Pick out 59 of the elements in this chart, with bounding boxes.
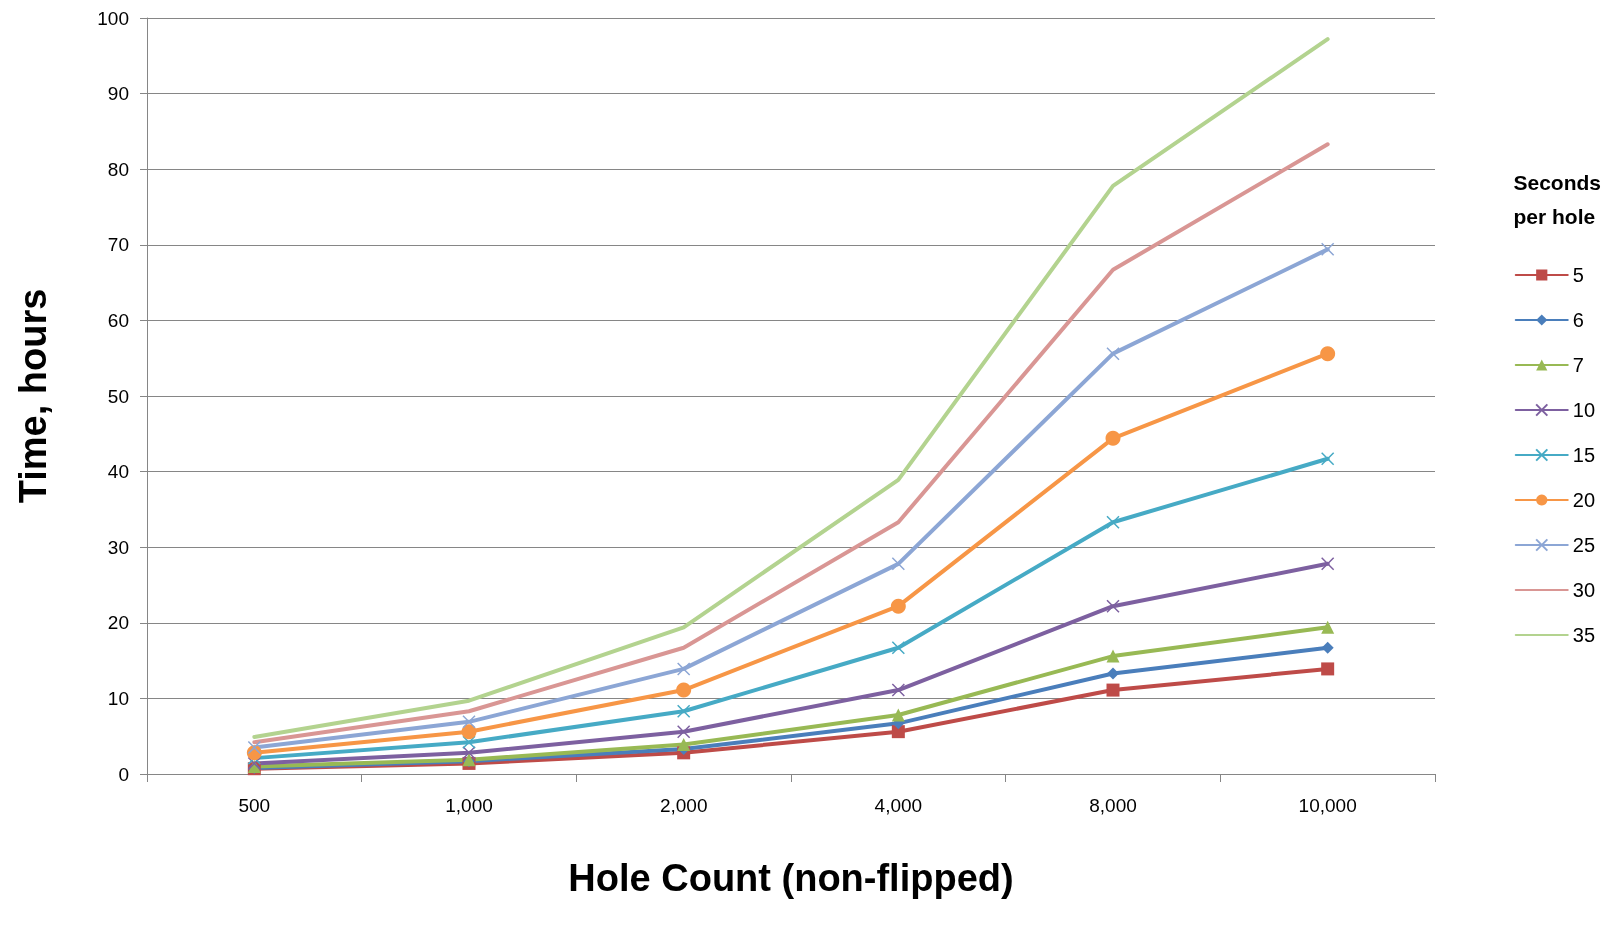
legend-label: 15 [1572, 444, 1595, 466]
point [891, 708, 905, 722]
point [1320, 242, 1335, 257]
point [676, 662, 691, 676]
point [1107, 667, 1119, 680]
point [891, 557, 906, 571]
legend-label: 6 [1572, 309, 1584, 331]
point [462, 746, 476, 760]
legend-label: 10 [1572, 399, 1595, 421]
legend-label: 35 [1572, 624, 1595, 646]
y-tick-label: 60 [107, 309, 129, 331]
point [1105, 430, 1121, 446]
legend-title: Seconds per hole [1513, 170, 1601, 228]
y-tick-label: 100 [97, 7, 129, 29]
y-tick-label: 40 [107, 461, 129, 483]
x-tick-label: 8,000 [1089, 795, 1137, 816]
y-tick-label: 80 [107, 158, 129, 180]
point [461, 724, 477, 740]
x-tick-label: 4,000 [874, 795, 923, 816]
x-tick-label: 500 [238, 795, 271, 816]
y-tick-label: 50 [107, 385, 129, 407]
point [1106, 599, 1120, 613]
point [1106, 683, 1120, 697]
point [676, 704, 691, 718]
y-tick-label: 0 [118, 763, 129, 785]
point [1320, 557, 1335, 571]
legend-label: 30 [1572, 579, 1595, 601]
point [462, 735, 476, 749]
x-tick-label: 2,000 [659, 795, 708, 816]
point [676, 682, 692, 698]
line-series [252, 37, 1330, 739]
point [1106, 649, 1120, 663]
point [676, 724, 691, 739]
y-axis-title: Time, hours [12, 288, 54, 504]
x-axis-title: Hole Count (non-flipped) [568, 857, 1014, 899]
line-series [252, 142, 1330, 745]
point [890, 598, 906, 614]
x-tick-label: 10,000 [1298, 795, 1357, 816]
y-tick-label: 30 [107, 536, 129, 558]
point [247, 740, 262, 755]
point [677, 738, 691, 752]
legend-label: 25 [1572, 534, 1595, 556]
point [1106, 515, 1120, 529]
point [1321, 620, 1335, 634]
point [462, 715, 476, 729]
x-tick-label: 1,000 [445, 795, 493, 816]
point [1321, 662, 1335, 676]
point [891, 683, 906, 697]
y-tick-label: 20 [107, 612, 129, 634]
point [891, 641, 906, 655]
legend-label: 20 [1572, 489, 1595, 511]
legend-label: 7 [1572, 354, 1584, 376]
point [1320, 346, 1336, 362]
y-tick-label: 70 [107, 234, 129, 256]
y-tick-label: 10 [107, 687, 129, 709]
legend-label: 5 [1572, 264, 1584, 286]
point [1321, 641, 1334, 654]
y-tick-label: 90 [107, 83, 129, 105]
point [1320, 452, 1335, 466]
